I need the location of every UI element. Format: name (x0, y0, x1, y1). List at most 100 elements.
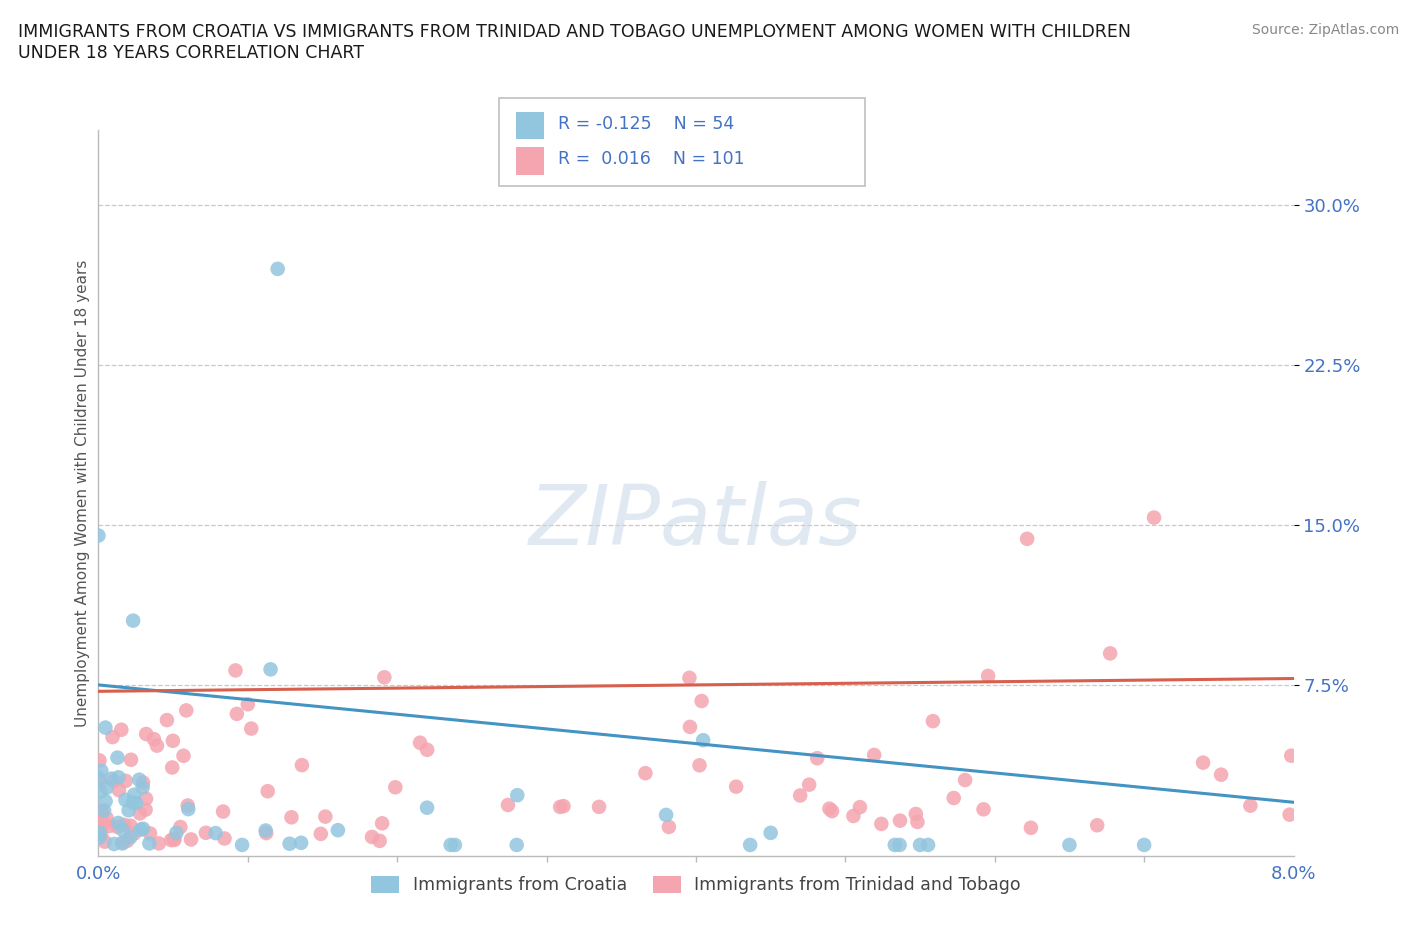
Point (107, 770, 129, 785)
Point (1019, 820, 1042, 835)
Point (863, 748, 886, 763)
Point (506, 788, 529, 803)
Point (690, 694, 713, 709)
Point (1059, 838, 1081, 853)
Point (90, 805, 112, 820)
Text: IMMIGRANTS FROM CROATIA VS IMMIGRANTS FROM TRINIDAD AND TOBAGO UNEMPLOYMENT AMON: IMMIGRANTS FROM CROATIA VS IMMIGRANTS FR… (18, 23, 1132, 62)
Legend: Immigrants from Croatia, Immigrants from Trinidad and Tobago: Immigrants from Croatia, Immigrants from… (364, 869, 1028, 901)
Point (1017, 531, 1039, 546)
Point (101, 730, 124, 745)
Point (129, 822, 152, 837)
Point (100, 771, 122, 786)
Point (89, 825, 111, 840)
Point (883, 838, 905, 853)
Point (942, 790, 965, 805)
Point (165, 826, 187, 841)
Point (908, 838, 931, 853)
Point (368, 833, 391, 848)
Point (977, 669, 1000, 684)
Point (759, 826, 782, 841)
Point (588, 800, 610, 815)
Point (789, 788, 811, 803)
Point (111, 836, 134, 851)
Point (107, 816, 129, 830)
Point (89, 830, 111, 845)
Point (111, 822, 134, 837)
Point (849, 800, 872, 815)
Point (889, 838, 911, 853)
Point (444, 838, 467, 853)
Point (89, 753, 111, 768)
Point (634, 765, 657, 780)
Point (90, 827, 112, 842)
Point (214, 831, 236, 846)
Point (917, 838, 939, 853)
Point (194, 825, 217, 840)
Point (267, 261, 290, 276)
Point (496, 798, 519, 813)
Point (225, 707, 247, 722)
Point (94, 794, 117, 809)
Point (278, 836, 301, 851)
Point (973, 802, 995, 817)
Text: R = -0.125    N = 54: R = -0.125 N = 54 (558, 114, 734, 133)
Point (1085, 817, 1108, 832)
Point (870, 817, 893, 831)
Point (122, 788, 145, 803)
Point (280, 810, 302, 825)
Point (256, 784, 278, 799)
Point (148, 836, 170, 851)
Point (98, 818, 121, 833)
Point (725, 779, 748, 794)
Point (120, 752, 142, 767)
Point (160, 832, 183, 847)
Point (135, 803, 157, 817)
Point (314, 809, 336, 824)
Point (1239, 798, 1261, 813)
Point (87, 771, 110, 786)
Point (679, 720, 702, 735)
Point (135, 726, 157, 741)
Point (290, 835, 312, 850)
Point (818, 802, 841, 817)
Text: Source: ZipAtlas.com: Source: ZipAtlas.com (1251, 23, 1399, 37)
Point (416, 742, 439, 757)
Point (169, 819, 191, 834)
Point (90, 764, 112, 778)
Point (162, 734, 184, 749)
Point (105, 819, 128, 834)
Point (259, 662, 281, 677)
Point (125, 796, 148, 811)
Point (922, 713, 945, 728)
Point (90, 811, 112, 826)
Point (689, 758, 711, 773)
Point (204, 826, 226, 841)
Point (655, 807, 678, 822)
Point (89, 774, 111, 789)
Point (96, 811, 118, 826)
Point (132, 821, 155, 836)
Point (384, 780, 406, 795)
Point (797, 777, 820, 792)
Point (128, 806, 150, 821)
Point (953, 773, 976, 788)
Point (254, 826, 277, 841)
Point (240, 721, 263, 736)
Point (110, 723, 132, 737)
Point (506, 838, 529, 853)
Point (440, 838, 463, 853)
Point (1192, 755, 1215, 770)
Point (111, 835, 134, 850)
Point (103, 837, 125, 852)
Point (122, 613, 145, 628)
Point (94, 720, 117, 735)
Point (821, 804, 844, 818)
Point (658, 819, 681, 834)
Point (904, 806, 927, 821)
Point (842, 808, 865, 823)
Point (138, 836, 160, 851)
Point (160, 760, 183, 775)
Point (416, 800, 439, 815)
Point (889, 813, 911, 828)
Point (236, 697, 259, 711)
